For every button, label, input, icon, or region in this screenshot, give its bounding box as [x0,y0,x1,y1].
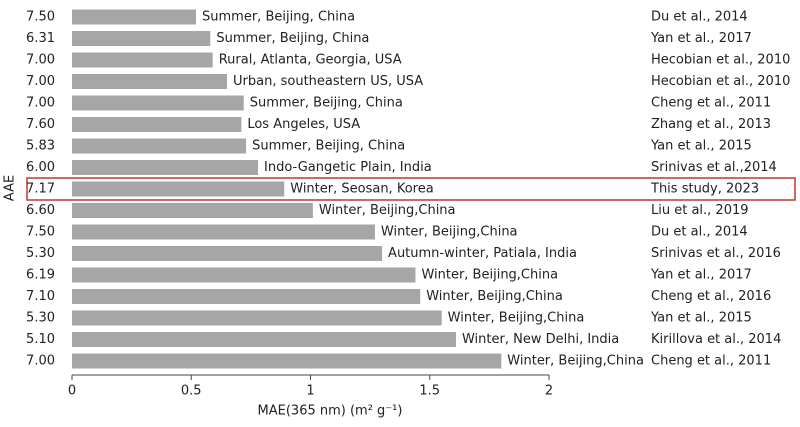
bar [72,267,416,283]
bar-location: Winter, Beijing,China [448,311,585,326]
reference: Yan et al., 2015 [650,311,752,326]
bar-location: Winter, New Delhi, India [462,332,619,347]
reference: Zhang et al., 2013 [651,117,771,132]
bar-location: Summer, Beijing, China [216,31,369,46]
bar-location: Urban, southeastern US, USA [233,74,423,89]
bar-location: Winter, Beijing,China [381,225,518,240]
bar-location: Indo-Gangetic Plain, India [264,160,432,175]
bar [72,95,244,111]
bar [72,138,247,154]
reference: Cheng et al., 2011 [651,354,771,369]
reference: Liu et al., 2019 [651,203,749,218]
x-tick-label: 0.5 [181,384,202,399]
x-axis-label: MAE(365 nm) (m² g⁻¹) [258,404,403,419]
reference: Srinivas et al., 2016 [651,246,781,261]
y-tick-label: 7.10 [26,289,55,304]
x-tick-label: 2 [545,384,553,399]
bar [72,353,502,369]
bar [72,181,285,197]
x-tick-label: 1 [306,384,314,399]
reference: This study, 2023 [650,182,759,197]
bar [72,52,213,68]
bar [72,9,197,25]
bar [72,332,456,347]
bar [72,224,375,240]
bar-location: Los Angeles, USA [247,117,360,132]
y-tick-label: 7.00 [26,354,55,369]
y-tick-label: 7.50 [26,225,55,240]
y-tick-label: 5.30 [26,311,55,326]
reference: Cheng et al., 2016 [651,289,771,304]
bar [72,117,242,132]
y-tick-label: 7.00 [26,53,55,68]
bar [72,310,442,326]
bar [72,74,228,89]
bar-location: Winter, Beijing,China [426,289,563,304]
reference: Cheng et al., 2011 [651,96,771,111]
bar-location: Winter, Seosan, Korea [290,182,433,197]
y-tick-label: 5.30 [26,246,55,261]
bar-location: Winter, Beijing,China [319,203,456,218]
y-tick-label: 7.60 [26,117,55,132]
x-tick-label: 0 [68,384,76,399]
highlight-box [26,177,796,201]
reference: Srinivas et al.,2014 [651,160,777,175]
x-tick-label: 1.5 [419,384,440,399]
y-tick-label: 7.00 [26,96,55,111]
y-tick-label: 6.31 [26,31,55,46]
bar [72,246,383,261]
y-tick-label: 6.19 [26,268,55,283]
bar-location: Winter, Beijing,China [421,268,558,283]
reference: Hecobian et al., 2010 [651,74,790,89]
y-tick-label: 7.50 [26,10,55,25]
bar [72,203,313,218]
bar [72,289,421,304]
bar-location: Rural, Atlanta, Georgia, USA [219,53,402,68]
reference: Yan et al., 2017 [650,268,752,283]
y-axis-label: AAE [3,175,18,201]
y-tick-label: 7.00 [26,74,55,89]
reference: Du et al., 2014 [651,10,748,25]
bar [72,160,259,175]
y-tick-label: 6.60 [26,203,55,218]
bar [72,31,211,46]
reference: Kirillova et al., 2014 [651,332,781,347]
reference: Yan et al., 2015 [650,139,752,154]
y-tick-label: 5.83 [26,139,55,154]
y-tick-label: 6.00 [26,160,55,175]
bar-location: Summer, Beijing, China [252,139,405,154]
bar-location: Winter, Beijing,China [507,354,644,369]
reference: Yan et al., 2017 [650,31,752,46]
reference: Du et al., 2014 [651,225,748,240]
y-tick-label: 5.10 [26,332,55,347]
bar-location: Autumn-winter, Patiala, India [388,246,577,261]
bar-location: Summer, Beijing, China [250,96,403,111]
bar-location: Summer, Beijing, China [202,10,355,25]
reference: Hecobian et al., 2010 [651,53,790,68]
y-tick-label: 7.17 [26,182,55,197]
